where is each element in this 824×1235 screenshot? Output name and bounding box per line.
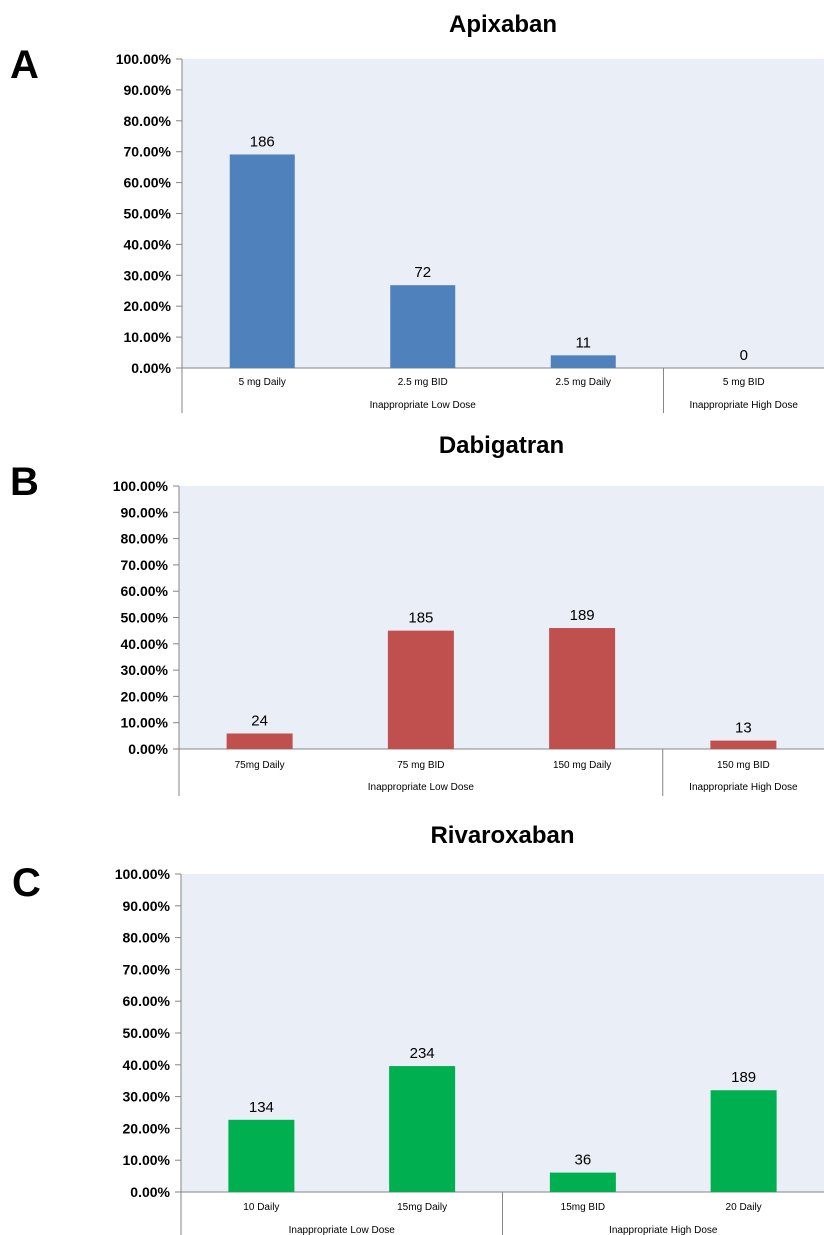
chart-title: Rivaroxaban [430,822,574,849]
y-tick-label: 70.00% [121,557,169,573]
y-tick-label: 30.00% [121,662,169,678]
x-tick-label: 2.5 mg BID [398,377,448,388]
y-tick-label: 100.00% [113,478,169,494]
y-tick-label: 20.00% [121,688,169,704]
x-tick-label: 150 mg Daily [553,760,611,771]
data-label: 13 [735,720,752,737]
chart-title: Apixaban [449,11,557,38]
group-label: Inappropriate Low Dose [368,782,475,793]
y-tick-label: 50.00% [124,206,172,222]
y-tick-label: 60.00% [124,175,172,191]
data-label: 189 [731,1069,756,1086]
bar [226,733,293,749]
y-tick-label: 20.00% [123,1120,171,1136]
data-label: 189 [570,607,595,624]
data-label: 234 [410,1045,435,1062]
chart-panel-a: A Apixaban 0.00% 10.00% 20.00% 30.00% 40.00% 50… [10,11,824,413]
panel-letter: A [10,43,39,87]
y-tick-label: 10.00% [124,329,172,345]
y-tick-label: 90.00% [124,82,172,98]
group-label: Inappropriate Low Dose [289,1225,396,1235]
data-label: 185 [408,610,433,627]
y-tick-label: 80.00% [123,930,171,946]
bar [387,630,454,749]
y-tick-label: 30.00% [124,267,172,283]
y-tick-label: 40.00% [123,1057,171,1073]
group-label: Inappropriate High Dose [689,782,798,793]
bar [550,355,616,368]
chart-panel-b: B Dabigatran 0.00% 10.00% 20.00% 30.00% 40.00%… [10,432,824,796]
x-tick-label: 10 Daily [243,1202,279,1213]
y-tick-label: 90.00% [121,504,169,520]
x-tick-label: 2.5 mg Daily [555,377,611,388]
bar [229,154,295,368]
y-tick-label: 70.00% [124,144,172,160]
plot-area [179,486,824,749]
panel-letter: C [12,861,41,905]
group-label: Inappropriate High Dose [609,1225,718,1235]
bar [390,285,456,368]
chart-title: Dabigatran [439,432,564,459]
x-tick-label: 20 Daily [726,1202,762,1213]
bar [228,1119,295,1192]
y-tick-label: 30.00% [123,1089,171,1105]
x-tick-label: 15mg BID [561,1202,605,1213]
y-tick-label: 100.00% [115,866,171,882]
x-tick-label: 150 mg BID [717,760,770,771]
x-tick-label: 75mg Daily [235,760,285,771]
y-tick-label: 10.00% [121,715,169,731]
group-label: Inappropriate High Dose [690,400,799,411]
chart-panel-c: C Rivaroxaban 0.00% 10.00% 20.00% 30.00% 40.00… [12,822,824,1235]
y-tick-label: 0.00% [130,1184,170,1200]
y-tick-label: 60.00% [123,993,171,1009]
y-tick-label: 90.00% [123,898,171,914]
bar [549,628,616,749]
bar [710,1090,777,1192]
x-tick-label: 5 mg Daily [239,377,286,388]
y-tick-label: 0.00% [131,360,171,376]
bar [389,1066,456,1192]
y-tick-label: 10.00% [123,1152,171,1168]
y-tick-label: 20.00% [124,298,172,314]
x-tick-label: 5 mg BID [723,377,765,388]
y-tick-label: 100.00% [116,51,172,67]
y-tick-label: 40.00% [121,636,169,652]
x-tick-label: 75 mg BID [397,760,444,771]
x-tick-label: 15mg Daily [397,1202,447,1213]
y-tick-label: 0.00% [128,741,168,757]
data-label: 0 [740,347,748,364]
y-tick-label: 60.00% [121,583,169,599]
data-label: 11 [575,334,591,351]
data-label: 24 [251,712,268,729]
data-label: 36 [575,1152,592,1169]
y-tick-label: 80.00% [124,113,172,129]
data-label: 134 [249,1099,274,1116]
data-label: 186 [250,133,275,150]
y-tick-label: 40.00% [124,236,172,252]
group-label: Inappropriate Low Dose [370,400,477,411]
bar [710,740,777,749]
y-tick-label: 50.00% [121,610,169,626]
bar [549,1172,616,1192]
y-tick-label: 50.00% [123,1025,171,1041]
data-label: 72 [414,264,431,281]
panel-letter: B [10,460,39,504]
y-tick-label: 80.00% [121,531,169,547]
y-tick-label: 70.00% [123,961,171,977]
